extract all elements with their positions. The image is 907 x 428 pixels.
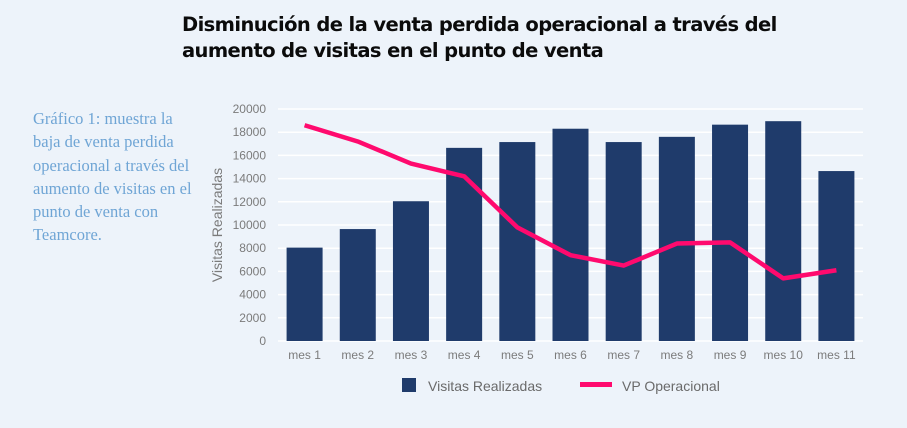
x-tick-label: mes 8 (661, 348, 694, 362)
y-tick-label: 12000 (233, 195, 267, 209)
x-tick-label: mes 6 (554, 348, 587, 362)
chart-title: Disminución de la venta perdida operacio… (182, 13, 777, 62)
y-tick-label: 6000 (239, 264, 266, 278)
y-tick-label: 4000 (239, 288, 266, 302)
x-tick-label: mes 3 (395, 348, 428, 362)
legend-label-bars: Visitas Realizadas (428, 378, 542, 394)
x-tick-label: mes 5 (501, 348, 534, 362)
bar (552, 128, 589, 341)
x-tick-label: mes 10 (764, 348, 804, 362)
y-tick-label: 8000 (239, 241, 266, 255)
x-tick-label: mes 11 (817, 348, 856, 362)
bar (605, 142, 642, 341)
legend-swatch-line (580, 382, 612, 387)
legend-label-line: VP Operacional (622, 378, 720, 394)
y-tick-label: 10000 (233, 218, 267, 232)
x-tick-label: mes 2 (341, 348, 374, 362)
legend: Visitas Realizadas VP Operacional (402, 378, 720, 394)
y-tick-label: 14000 (233, 172, 267, 186)
bar (339, 229, 376, 341)
x-tick-label: mes 1 (288, 348, 321, 362)
bar (765, 121, 802, 342)
x-tick-label: mes 4 (448, 348, 481, 362)
y-axis-label: Visitas Realizadas (209, 168, 225, 282)
y-tick-label: 20000 (233, 102, 267, 116)
bar (392, 201, 429, 341)
y-tick-label: 0 (259, 334, 266, 348)
x-tick-label: mes 9 (714, 348, 747, 362)
y-tick-label: 16000 (233, 148, 267, 162)
bar (818, 171, 855, 341)
x-tick-label: mes 7 (607, 348, 640, 362)
bar (286, 247, 323, 341)
bar (658, 136, 695, 341)
bar (446, 147, 483, 341)
bar (499, 142, 536, 341)
chart-caption: Gráfico 1: muestra la baja de venta perd… (33, 109, 192, 245)
y-tick-label: 18000 (233, 125, 267, 139)
bar (712, 124, 749, 341)
y-tick-label: 2000 (239, 311, 266, 325)
legend-swatch-bars (402, 378, 416, 392)
